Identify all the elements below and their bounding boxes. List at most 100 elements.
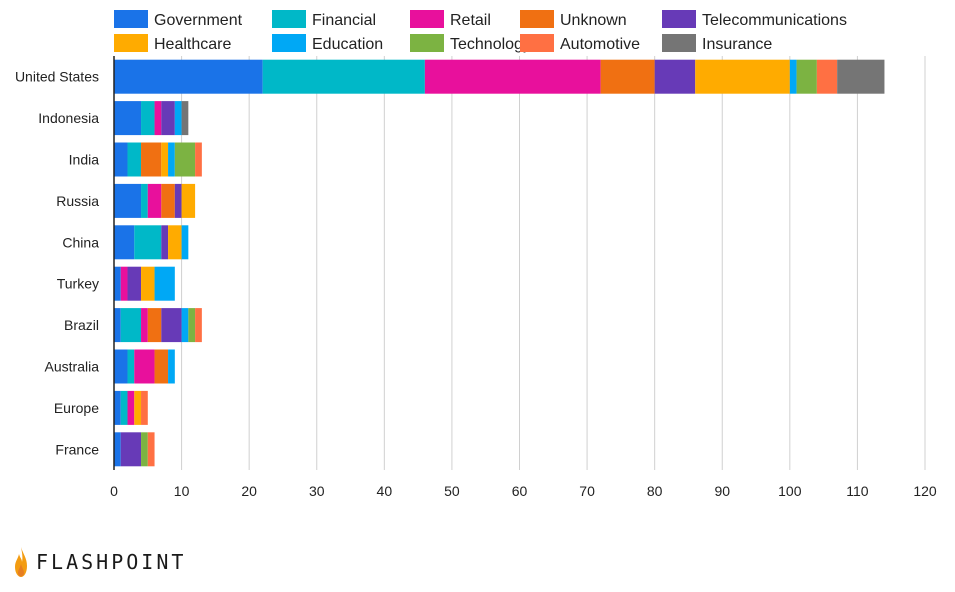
bar-segment [134, 225, 162, 260]
bar-segment [127, 390, 135, 425]
bar-segment [168, 349, 175, 384]
stacked-bar-chart: 0 10 20 30 40 50 60 70 80 90 100 110 120 United State… [15, 10, 937, 499]
brand-name: FLASHPOINT [36, 550, 187, 574]
legend-swatch [662, 34, 696, 52]
bar-segment [134, 390, 142, 425]
bar-segment [181, 308, 189, 343]
bar-segment [837, 59, 885, 94]
bar-segment [174, 101, 182, 136]
legend-label: Financial [312, 12, 376, 29]
bar-segment [114, 225, 135, 260]
bar-segment [114, 59, 263, 94]
bar-segment [114, 308, 121, 343]
category-label: Europe [54, 400, 99, 416]
bar-segment [161, 308, 182, 343]
bar-segment [181, 225, 189, 260]
bar-segment [134, 349, 155, 384]
bar-segment [181, 101, 189, 136]
category-label: Indonesia [38, 110, 99, 126]
bar-segment [600, 59, 655, 94]
legend-label: Automotive [560, 36, 640, 53]
bar-segment [161, 225, 169, 260]
bar-segment [161, 142, 169, 177]
flame-icon [15, 547, 27, 577]
bar-segment [114, 349, 128, 384]
bar-segment [114, 101, 142, 136]
legend-swatch [520, 10, 554, 28]
brand-logo: FLASHPOINT [14, 545, 186, 579]
grid-lines [181, 56, 926, 470]
bar-segment [114, 183, 142, 218]
x-tick-label: 40 [377, 483, 393, 499]
legend-swatch [410, 34, 444, 52]
bar-segment [127, 349, 135, 384]
bar-segment [168, 225, 182, 260]
bar-segment [114, 142, 128, 177]
x-tick-label: 0 [110, 483, 118, 499]
legend-swatch [272, 34, 306, 52]
legend: Government Financial Retail Unknown Telecomm… [114, 10, 847, 53]
bar-segment [141, 183, 148, 218]
bar-segment [174, 183, 182, 218]
bar-segment [120, 266, 128, 301]
bar-segment [424, 59, 601, 94]
bar-segment [816, 59, 838, 94]
bar-segment [127, 142, 142, 177]
bar-segment [161, 101, 175, 136]
legend-label: Insurance [702, 36, 772, 53]
x-tick-label: 60 [512, 483, 528, 499]
x-tick-label: 30 [309, 483, 325, 499]
bar-segment [141, 142, 162, 177]
bar-segment [654, 59, 696, 94]
category-label: Russia [56, 193, 99, 209]
bar-segment [161, 183, 175, 218]
bar-segment [181, 183, 196, 218]
legend-label: Technology [450, 36, 531, 53]
category-label: France [55, 441, 99, 457]
bar-segment [120, 390, 128, 425]
bar-segment [174, 142, 196, 177]
bar-segment [114, 390, 121, 425]
legend-label: Unknown [560, 12, 627, 29]
x-tick-label: 10 [174, 483, 190, 499]
bar-segment [154, 101, 162, 136]
x-tick-label: 50 [444, 483, 460, 499]
legend-swatch [272, 10, 306, 28]
x-tick-label: 120 [913, 483, 937, 499]
bar-segment [188, 308, 196, 343]
legend-label: Retail [450, 12, 491, 29]
bar-segment [262, 59, 425, 94]
x-tick-label: 90 [714, 483, 730, 499]
category-label: India [69, 152, 100, 168]
legend-label: Telecommunications [702, 12, 847, 29]
bar-segment [127, 266, 142, 301]
bar-segment [141, 308, 148, 343]
category-label: Brazil [64, 317, 99, 333]
bar-segment [141, 390, 148, 425]
bar-segment [789, 59, 797, 94]
bar-segment [796, 59, 817, 94]
category-label: China [62, 234, 99, 250]
legend-swatch [410, 10, 444, 28]
axis: 0 10 20 30 40 50 60 70 80 90 100 110 120 United State… [15, 56, 937, 499]
bar-segment [114, 266, 121, 301]
legend-swatch [662, 10, 696, 28]
bar-segment [120, 432, 142, 467]
bar-segment [147, 308, 162, 343]
x-tick-label: 20 [241, 483, 257, 499]
bar-segment [120, 308, 142, 343]
bar-segment [154, 349, 169, 384]
bar-segment [147, 183, 162, 218]
legend-label: Education [312, 36, 383, 53]
legend-label: Healthcare [154, 36, 231, 53]
bar-segment [114, 432, 121, 467]
bar-segment [147, 432, 155, 467]
bar-segment [141, 266, 155, 301]
legend-label: Government [154, 12, 243, 29]
bar-segment [154, 266, 175, 301]
x-tick-label: 110 [846, 483, 869, 499]
legend-swatch [114, 10, 148, 28]
bar-segment [195, 142, 202, 177]
bar-segment [141, 101, 155, 136]
x-tick-label: 80 [647, 483, 663, 499]
